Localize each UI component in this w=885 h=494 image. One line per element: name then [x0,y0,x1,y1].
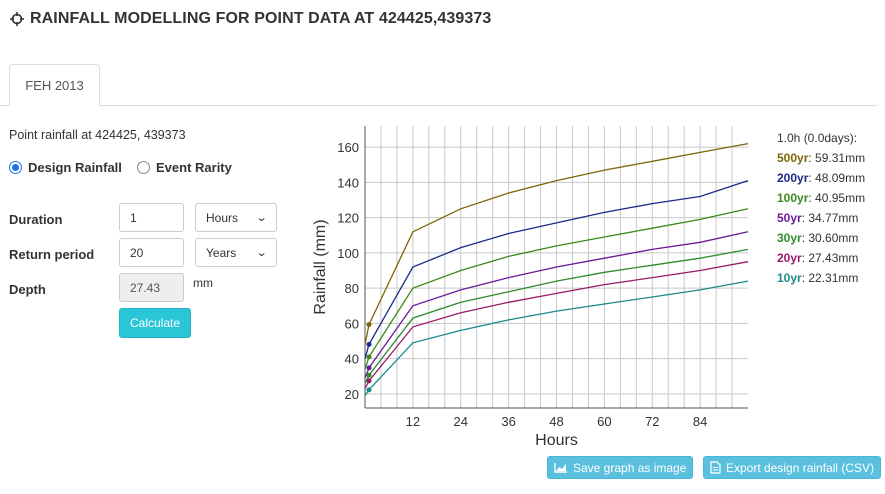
legend-series-value: : 40.95mm [808,191,866,205]
radio-checked-icon[interactable] [9,161,22,174]
y-tick-label: 160 [337,140,359,155]
x-tick-label: 36 [501,414,515,429]
document-icon [710,461,721,474]
x-tick-label: 12 [406,414,420,429]
legend-series-name: 100yr [777,191,809,205]
legend-item: 50yr: 34.77mm [777,208,865,228]
series-point-200yr [366,341,372,347]
chart-legend: 1.0h (0.0days): 500yr: 59.31mm 200yr: 48.… [777,128,865,288]
series-line-500yr [364,142,749,345]
page-title: RAINFALL MODELLING FOR POINT DATA AT 424… [30,10,492,27]
series-point-500yr [366,322,372,328]
legend-series-value: : 27.43mm [801,251,859,265]
legend-series-value: : 34.77mm [801,211,859,225]
legend-series-name: 20yr [777,251,802,265]
series-point-30yr [366,372,372,378]
depth-label: Depth [9,282,46,297]
y-tick-label: 120 [337,211,359,226]
legend-series-name: 10yr [777,271,802,285]
y-tick-label: 100 [337,246,359,261]
legend-series-name: 50yr [777,211,802,225]
point-rainfall-label: Point rainfall at 424425, 439373 [9,128,186,142]
legend-series-value: : 30.60mm [801,231,859,245]
return-period-input[interactable]: 20 [119,238,184,267]
duration-label: Duration [9,212,63,227]
design-rainfall-label: Design Rainfall [28,160,122,175]
event-rarity-radio[interactable]: Event Rarity [137,160,232,175]
y-tick-label: 60 [345,316,359,331]
chevron-down-icon: ⌄ [255,212,268,224]
calculate-button[interactable]: Calculate [119,308,191,338]
legend-item: 200yr: 48.09mm [777,168,865,188]
series-line-30yr [364,248,749,384]
y-axis-label: Rainfall (mm) [312,219,329,314]
legend-item: 500yr: 59.31mm [777,148,865,168]
chevron-down-icon: ⌄ [255,247,268,259]
y-tick-label: 80 [345,281,359,296]
legend-series-name: 30yr [777,231,802,245]
tab-feh-2013[interactable]: FEH 2013 [9,64,100,107]
series-point-100yr [366,354,372,360]
duration-unit-value: Hours [206,210,239,225]
legend-series-name: 200yr [777,171,809,185]
rainfall-chart: 12 24 36 48 60 72 84 20 40 60 80 100 120 140 160 Hours R… [312,126,749,449]
duration-input[interactable]: 1 [119,203,184,232]
y-tick-label: 140 [337,175,359,190]
series-point-20yr [366,378,372,384]
design-rainfall-radio[interactable]: Design Rainfall [9,160,122,175]
depth-output: 27.43 [119,273,184,302]
return-period-label: Return period [9,247,95,262]
series-line-100yr [364,208,749,370]
tab-bar: FEH 2013 [0,64,877,107]
legend-item: 20yr: 27.43mm [777,248,865,268]
x-tick-label: 84 [693,414,707,429]
x-tick-label: 72 [645,414,659,429]
crosshair-icon [10,12,24,26]
series-line-200yr [364,179,749,359]
x-tick-label: 48 [549,414,563,429]
legend-title: 1.0h (0.0days): [777,131,858,145]
series-line-50yr [364,231,749,379]
save-graph-label: Save graph as image [573,460,687,475]
x-axis-label: Hours [535,432,578,449]
series-line-20yr [364,261,749,389]
return-period-unit-value: Years [206,245,237,260]
page-header: RAINFALL MODELLING FOR POINT DATA AT 424… [10,8,491,30]
legend-item: 100yr: 40.95mm [777,188,865,208]
legend-series-value: : 48.09mm [808,171,866,185]
x-tick-label: 60 [597,414,611,429]
depth-unit: mm [193,276,213,290]
y-tick-label: 20 [345,387,359,402]
legend-item: 10yr: 22.31mm [777,268,865,288]
legend-series-value: : 22.31mm [801,271,859,285]
return-period-unit-select[interactable]: Years ⌄ [195,238,277,267]
series-line-10yr [364,280,749,397]
series-point-50yr [366,365,372,371]
radio-unchecked-icon[interactable] [137,161,150,174]
area-chart-icon [554,463,567,473]
series-point-10yr [366,387,372,393]
duration-unit-select[interactable]: Hours ⌄ [195,203,277,232]
export-csv-button[interactable]: Export design rainfall (CSV) [703,456,882,479]
x-tick-label: 24 [454,414,468,429]
legend-series-value: : 59.31mm [808,151,866,165]
save-graph-button[interactable]: Save graph as image [547,456,694,479]
legend-series-name: 500yr [777,151,809,165]
event-rarity-label: Event Rarity [156,160,232,175]
y-tick-label: 40 [345,352,359,367]
legend-item: 30yr: 30.60mm [777,228,865,248]
export-csv-label: Export design rainfall (CSV) [726,460,875,475]
